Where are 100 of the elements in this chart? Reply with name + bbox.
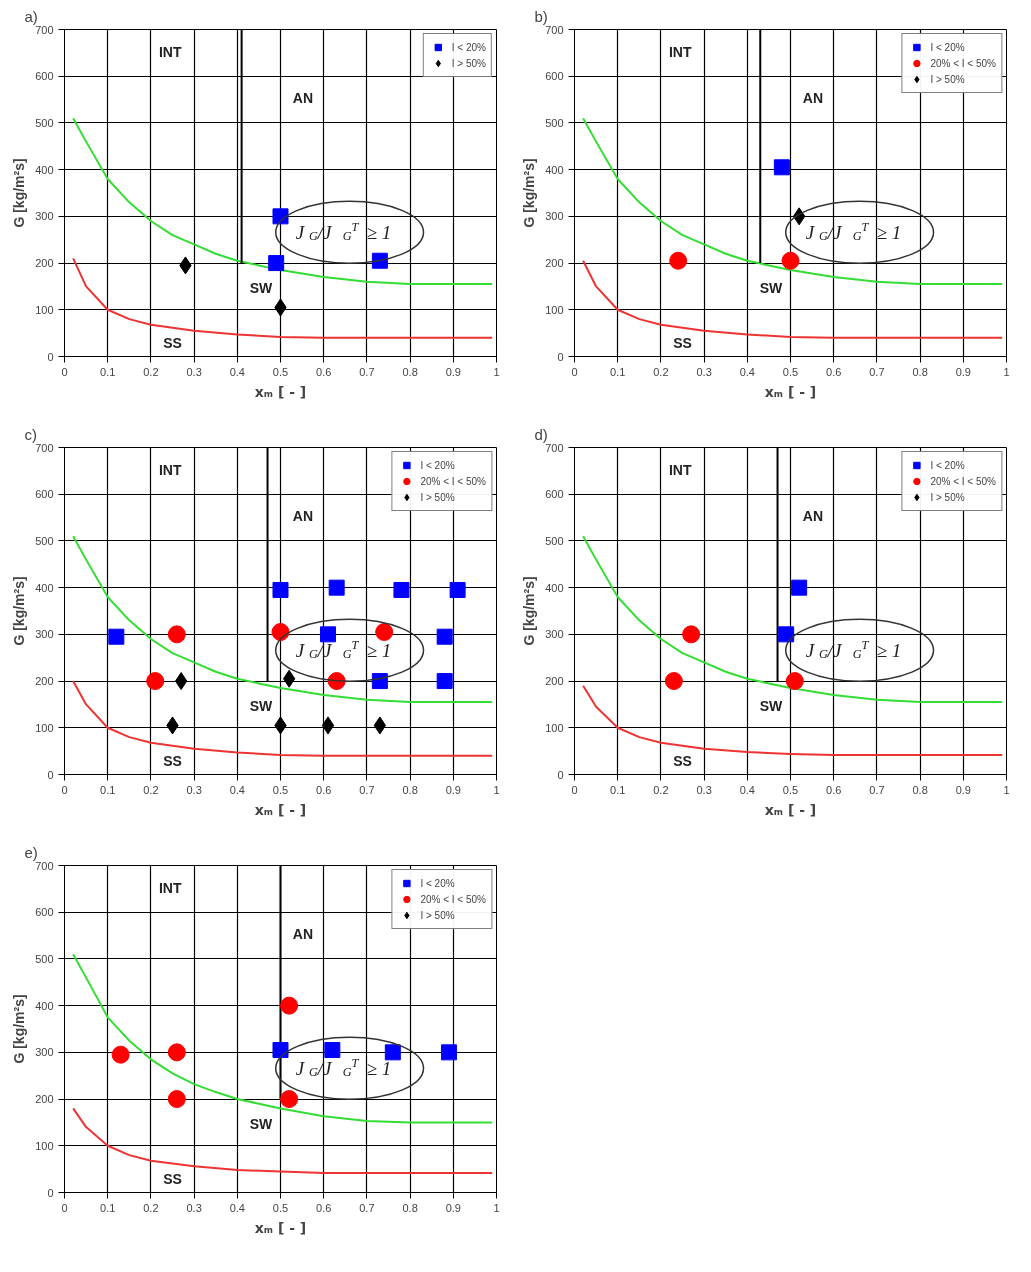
- x-tick-label: 0.8: [402, 365, 418, 378]
- annotation: SW: [249, 1115, 273, 1132]
- x-tick-label: 0.6: [826, 783, 842, 796]
- x-tick-label: 0.8: [912, 783, 928, 796]
- x-tick-label: 0: [61, 365, 68, 378]
- y-tick-label: 700: [545, 23, 564, 36]
- y-axis-title: G [kg/m²s]: [521, 158, 538, 228]
- annotation: SS: [673, 753, 692, 770]
- legend-label: I < 20%: [420, 876, 455, 890]
- y-tick-label: 300: [545, 628, 564, 641]
- y-tick-label: 0: [557, 350, 564, 363]
- legend-label: I < 20%: [930, 458, 965, 472]
- x-tick-label: 0: [571, 365, 578, 378]
- annotation: INT: [158, 880, 182, 897]
- y-tick-label: 300: [35, 628, 54, 641]
- x-axis-title: xₘ [ - ]: [254, 383, 307, 400]
- legend-label: I > 50%: [420, 490, 455, 504]
- x-tick-label: 0.8: [402, 783, 418, 796]
- x-tick-label: 0.1: [100, 783, 116, 796]
- y-tick-label: 400: [35, 999, 54, 1012]
- y-tick-label: 200: [545, 675, 564, 688]
- annotation: SS: [673, 335, 692, 352]
- y-axis-title: G [kg/m²s]: [521, 576, 538, 646]
- x-tick-label: 0.4: [739, 783, 755, 796]
- x-tick-label: 0: [571, 783, 578, 796]
- chart-title: d): [534, 425, 548, 443]
- x-tick-label: 0.9: [445, 783, 461, 796]
- y-axis-title: G [kg/m²s]: [11, 994, 28, 1064]
- x-tick-label: 0.4: [739, 365, 755, 378]
- y-tick-label: 0: [557, 768, 564, 781]
- x-tick-label: 0.6: [316, 1201, 332, 1214]
- y-tick-label: 500: [35, 116, 54, 129]
- y-tick-label: 600: [35, 906, 54, 919]
- y-tick-label: 400: [545, 163, 564, 176]
- x-tick-label: 0.9: [445, 1201, 461, 1214]
- y-tick-label: 700: [35, 441, 54, 454]
- y-tick-label: 200: [35, 1093, 54, 1106]
- x-tick-label: 0: [61, 1201, 68, 1214]
- x-tick-label: 0.6: [826, 365, 842, 378]
- x-tick-label: 1: [1003, 365, 1010, 378]
- annotation: INT: [668, 462, 692, 479]
- annotation: AN: [292, 90, 314, 107]
- y-tick-label: 500: [35, 534, 54, 547]
- x-tick-label: 0.3: [186, 1201, 202, 1214]
- x-tick-label: 0.5: [272, 1201, 289, 1214]
- annotation: SW: [249, 697, 273, 714]
- x-tick-label: 0.1: [100, 1201, 116, 1214]
- x-tick-label: 0.9: [955, 783, 971, 796]
- annotation: AN: [802, 90, 824, 107]
- legend-label: I > 50%: [930, 490, 965, 504]
- x-tick-label: 0.3: [696, 365, 712, 378]
- y-tick-label: 200: [35, 675, 54, 688]
- x-tick-label: 0.1: [100, 365, 116, 378]
- legend-label: I < 20%: [930, 40, 965, 54]
- legend-label: 20% < I < 50%: [930, 474, 996, 488]
- x-tick-label: 1: [1003, 783, 1010, 796]
- y-tick-label: 400: [35, 581, 54, 594]
- x-tick-label: 1: [493, 1201, 500, 1214]
- y-axis-title: G [kg/m²s]: [11, 576, 28, 646]
- y-axis-title: G [kg/m²s]: [11, 158, 28, 228]
- annotation: INT: [158, 462, 182, 479]
- x-axis-title: xₘ [ - ]: [254, 1219, 307, 1236]
- y-tick-label: 200: [35, 257, 54, 270]
- x-tick-label: 1: [493, 365, 500, 378]
- x-tick-label: 0.7: [359, 1201, 375, 1214]
- y-tick-label: 0: [47, 1186, 54, 1199]
- legend-label: I > 50%: [930, 72, 965, 86]
- y-tick-label: 700: [35, 859, 54, 872]
- annotation: INT: [158, 44, 182, 61]
- y-tick-label: 200: [545, 257, 564, 270]
- x-tick-label: 0.2: [143, 783, 159, 796]
- x-tick-label: 0.7: [359, 783, 375, 796]
- x-axis-title: xₘ [ - ]: [764, 383, 817, 400]
- x-axis-title: xₘ [ - ]: [254, 801, 307, 818]
- x-tick-label: 0.6: [316, 365, 332, 378]
- x-tick-label: 0.2: [653, 783, 669, 796]
- y-tick-label: 300: [35, 210, 54, 223]
- y-tick-label: 300: [35, 1046, 54, 1059]
- x-tick-label: 0.4: [229, 1201, 245, 1214]
- y-tick-label: 500: [545, 534, 564, 547]
- x-tick-label: 0.5: [782, 783, 799, 796]
- x-tick-label: 0.3: [186, 783, 202, 796]
- x-tick-label: 0.2: [143, 365, 159, 378]
- legend-label: I < 20%: [451, 40, 486, 54]
- x-axis-title: xₘ [ - ]: [764, 801, 817, 818]
- annotation: SW: [759, 279, 783, 296]
- y-tick-label: 400: [545, 581, 564, 594]
- y-tick-label: 100: [545, 303, 564, 316]
- x-tick-label: 0.7: [869, 783, 885, 796]
- annotation: SS: [163, 1171, 182, 1188]
- annotation: SW: [759, 697, 783, 714]
- y-tick-label: 500: [35, 952, 54, 965]
- y-tick-label: 0: [47, 350, 54, 363]
- annotation: SS: [163, 335, 182, 352]
- y-tick-label: 600: [545, 488, 564, 501]
- y-tick-label: 700: [35, 23, 54, 36]
- y-tick-label: 600: [545, 70, 564, 83]
- y-tick-label: 100: [35, 1139, 54, 1152]
- x-tick-label: 0.5: [782, 365, 799, 378]
- annotation: AN: [292, 508, 314, 525]
